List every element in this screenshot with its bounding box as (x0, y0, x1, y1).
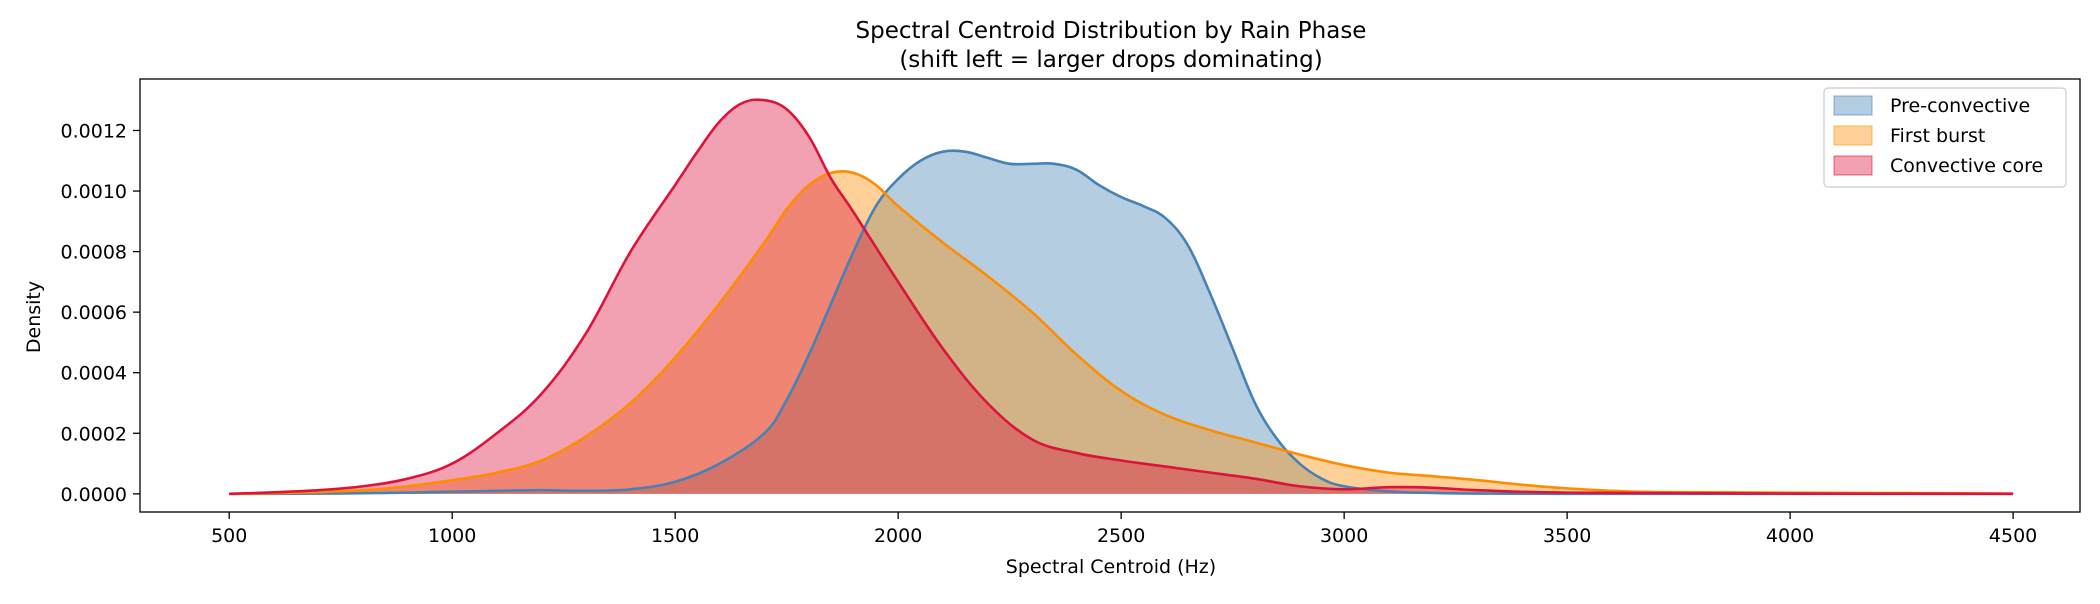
y-tick-label: 0.0010 (61, 181, 127, 203)
chart-subtitle: (shift left = larger drops dominating) (899, 47, 1322, 73)
y-tick-label: 0.0012 (61, 120, 127, 142)
legend-label-0: Pre-convective (1890, 95, 2030, 117)
x-axis: 500 1000 1500 2000 2500 3000 3500 4000 4500 (211, 512, 2037, 547)
density-fills (229, 99, 2014, 494)
series-line-0 (229, 149, 2014, 496)
x-tick-label: 2000 (874, 525, 922, 547)
x-tick-label: 1000 (428, 525, 476, 547)
legend-swatch-1 (1833, 125, 1873, 146)
y-axis-title: Density (23, 281, 45, 353)
x-tick-label: 1500 (651, 525, 699, 547)
legend-swatch-0 (1833, 95, 1873, 116)
y-tick-label: 0.0002 (61, 423, 127, 445)
legend-label-2: Convective core (1890, 155, 2043, 177)
series-line-1 (229, 169, 2014, 496)
series-fill-1 (229, 171, 2014, 494)
x-tick-label: 4000 (1766, 525, 1814, 547)
x-tick-label: 500 (211, 525, 247, 547)
x-tick-label: 3000 (1320, 525, 1368, 547)
y-tick-label: 0.0008 (61, 242, 127, 264)
plot-frame (139, 78, 2081, 513)
x-tick-label: 4500 (1989, 525, 2037, 547)
legend-label-1: First burst (1890, 125, 1985, 147)
legend: Pre-convective First burst Convective core (1823, 87, 2067, 188)
y-tick-label: 0.0004 (61, 363, 127, 385)
legend-swatch-2 (1833, 155, 1873, 176)
y-tick-label: 0.0006 (61, 302, 127, 324)
density-lines (229, 98, 2014, 496)
series-fill-0 (229, 150, 2014, 494)
series-line-2 (229, 98, 2014, 496)
legend-box (1823, 87, 2067, 188)
chart-title: Spectral Centroid Distribution by Rain P… (856, 18, 1367, 44)
x-axis-title: Spectral Centroid (Hz) (1006, 556, 1216, 578)
x-tick-label: 3500 (1543, 525, 1591, 547)
y-axis: 0.0000 0.0002 0.0004 0.0006 0.0008 0.0010 0.00… (61, 120, 140, 506)
y-tick-label: 0.0000 (61, 484, 127, 506)
x-tick-label: 2500 (1097, 525, 1145, 547)
series-fill-2 (229, 99, 2014, 494)
